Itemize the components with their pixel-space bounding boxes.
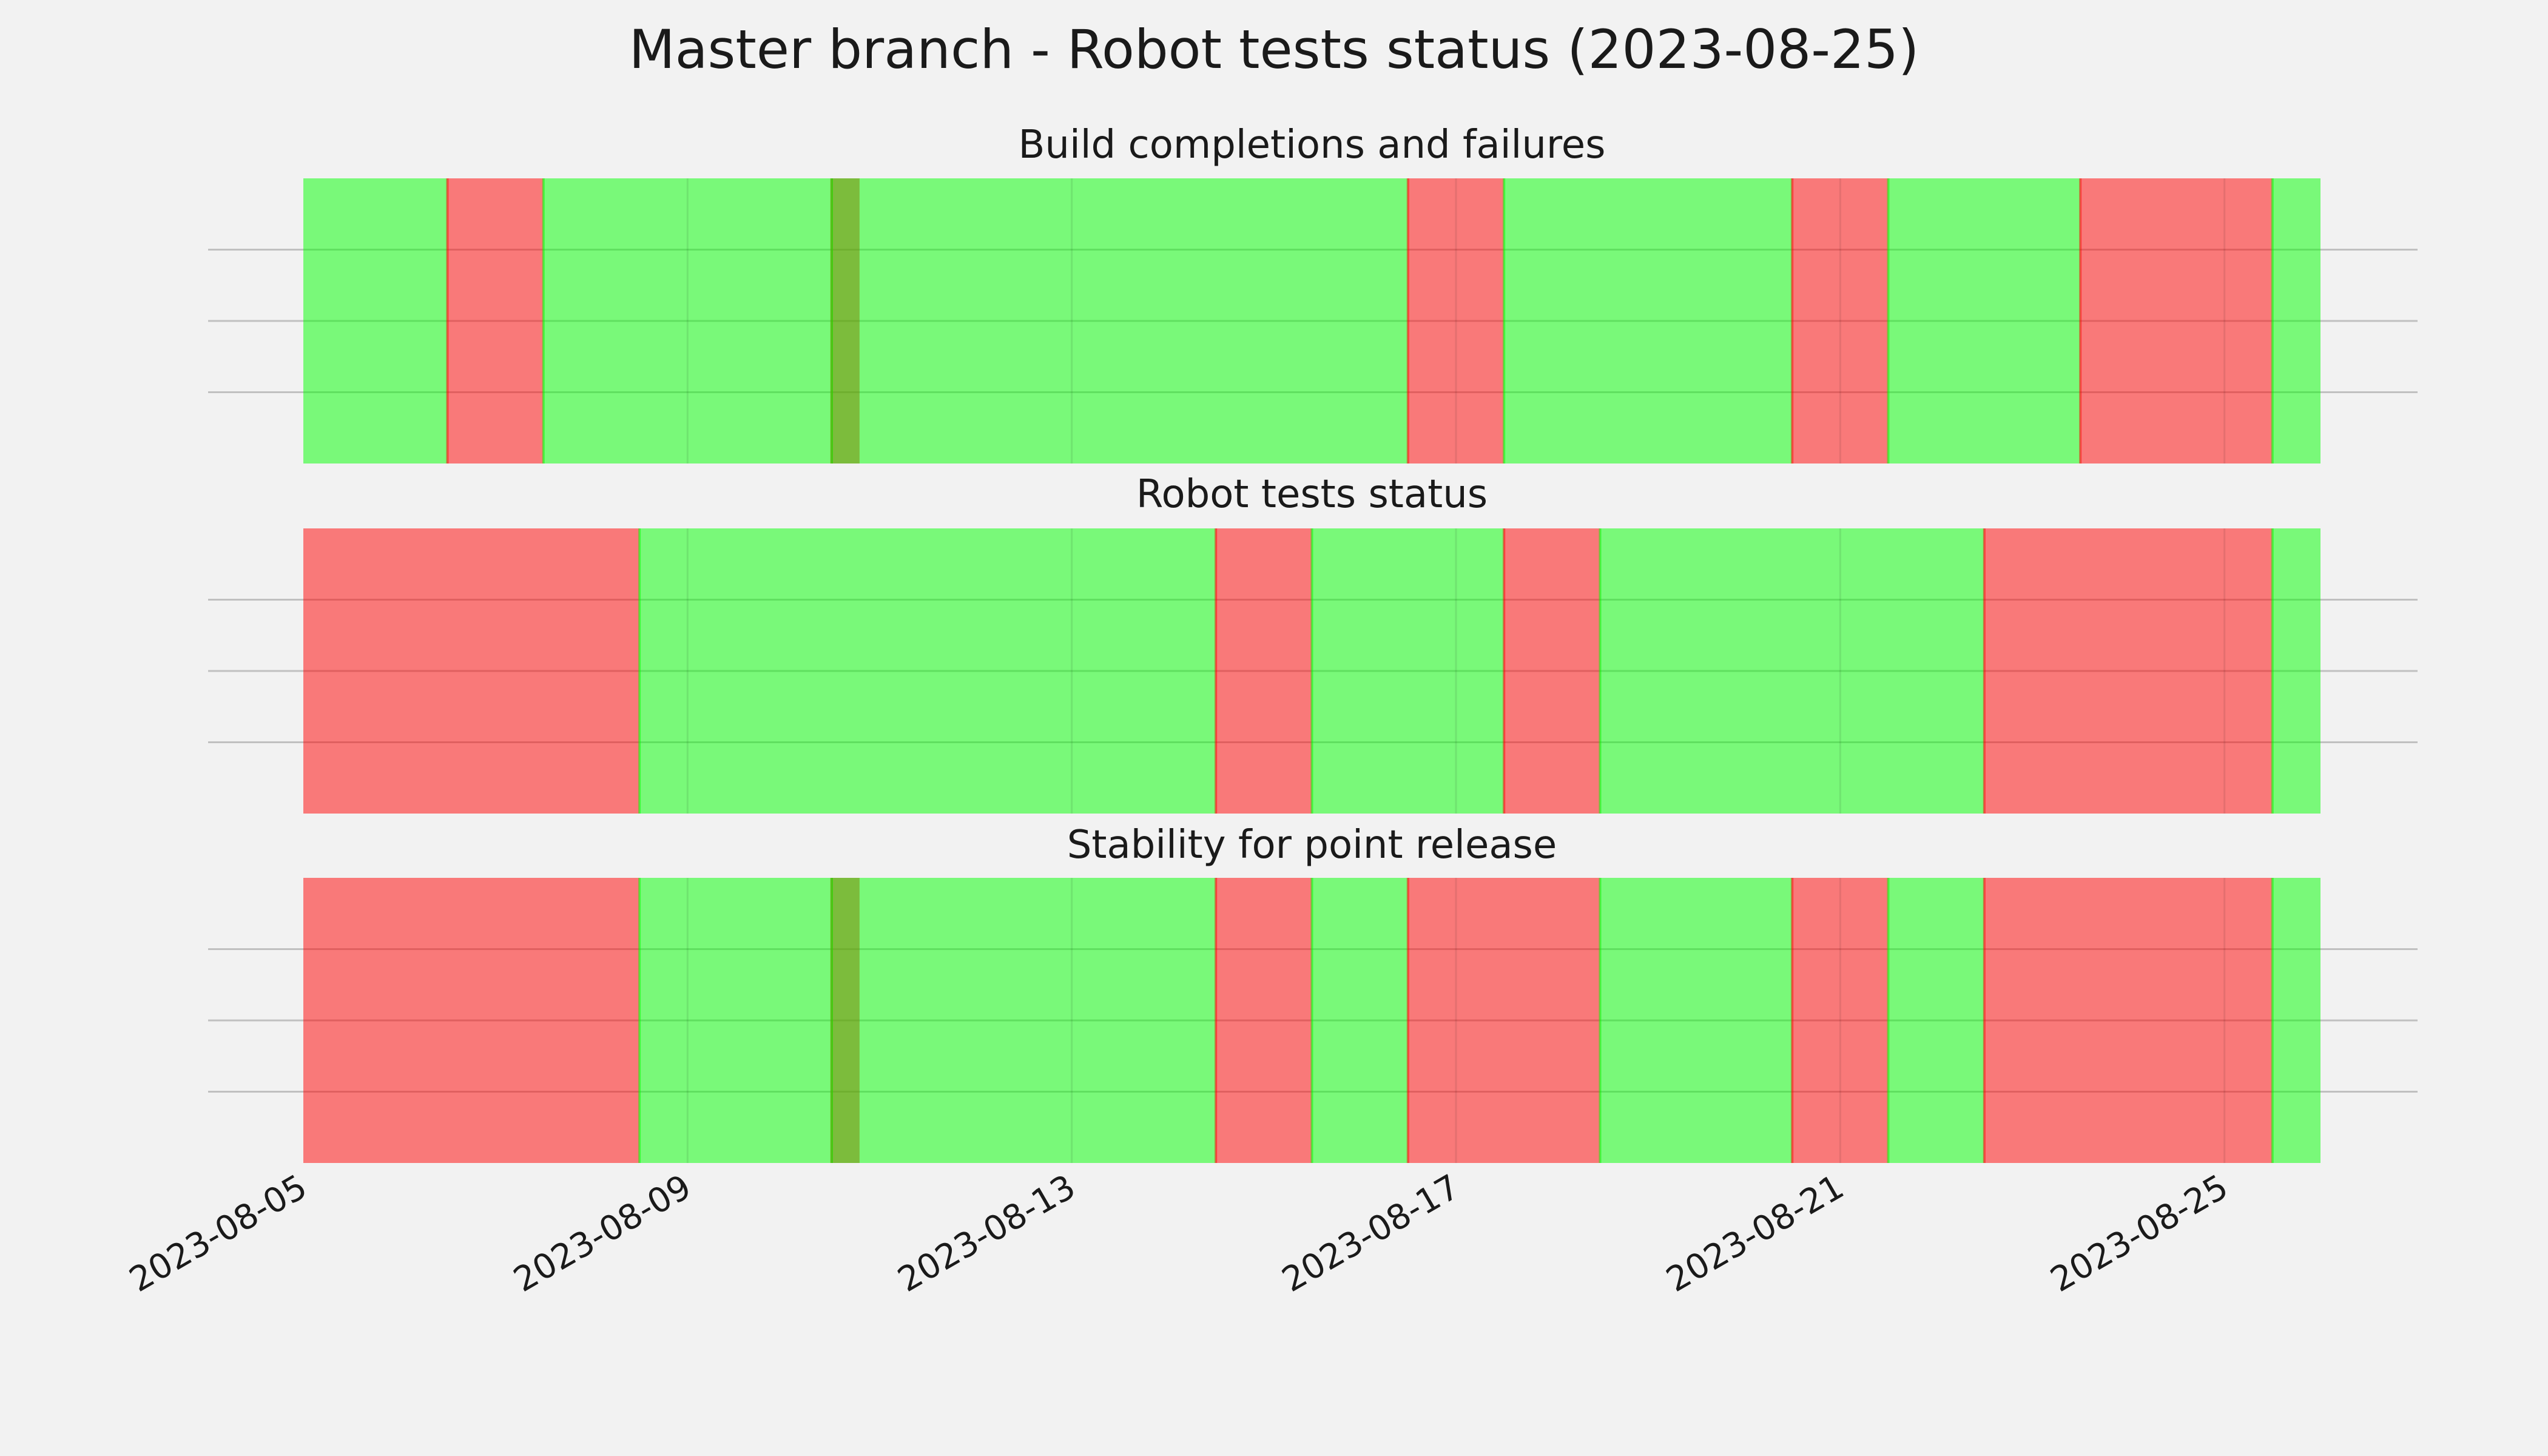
status-segment-pass	[639, 878, 832, 1163]
status-segment-pass	[2272, 528, 2320, 814]
x-tick-label: 2023-08-25	[2044, 1167, 2234, 1300]
status-segment-fail	[1792, 878, 1889, 1163]
panels-layer: Build completions and failures Robot test…	[208, 123, 2418, 1163]
status-segment-pass	[831, 178, 1408, 463]
chart-title: Master branch - Robot tests status (2023…	[629, 18, 1919, 81]
status-segment-fail	[2080, 178, 2273, 463]
status-segment-pass	[543, 178, 832, 463]
x-tick-label: 2023-08-17	[1276, 1167, 1466, 1300]
status-segment-pass	[1888, 878, 1984, 1163]
status-segment-pass	[2272, 878, 2320, 1163]
status-segment-pass	[831, 878, 1216, 1163]
panel-title: Stability for point release	[1067, 823, 1557, 868]
timeline-panel: Robot tests status	[208, 472, 2418, 814]
status-segment-pass	[1888, 178, 2081, 463]
status-segment-fail	[1407, 178, 1505, 463]
status-segment-pass	[2272, 178, 2320, 463]
status-segment-pass	[639, 528, 1216, 814]
timeline-panel: Stability for point release	[208, 823, 2418, 1163]
x-tick-label: 2023-08-21	[1660, 1167, 1850, 1300]
status-segment-pass	[1312, 528, 1505, 814]
status-segment-fail	[1407, 878, 1600, 1163]
status-segment-pass	[1312, 878, 1408, 1163]
status-segment-fail	[1216, 878, 1312, 1163]
status-segment-pass	[1600, 528, 1984, 814]
x-tick-label: 2023-08-09	[507, 1167, 698, 1300]
status-segment-fail	[1216, 528, 1312, 814]
status-segment-pass	[1600, 878, 1793, 1163]
x-tick-label: 2023-08-13	[891, 1167, 1082, 1300]
status-segment-fail	[303, 528, 640, 814]
status-segment-pass	[303, 178, 448, 463]
panel-title: Build completions and failures	[1019, 123, 1606, 167]
status-segment-fail	[1984, 528, 2273, 814]
status-segment-fail	[1504, 528, 1600, 814]
panel-title: Robot tests status	[1136, 472, 1488, 517]
timeline-panel: Build completions and failures	[208, 123, 2418, 463]
x-axis-ticks: 2023-08-05 2023-08-09 2023-08-13 2023-08-17…	[123, 1167, 2235, 1300]
status-segment-fail	[447, 178, 544, 463]
status-segment-pass	[1504, 178, 1793, 463]
status-segment-fail	[303, 878, 640, 1163]
x-tick-label: 2023-08-05	[123, 1167, 314, 1300]
status-segment-fail	[1984, 878, 2273, 1163]
status-segment-fail	[1792, 178, 1889, 463]
